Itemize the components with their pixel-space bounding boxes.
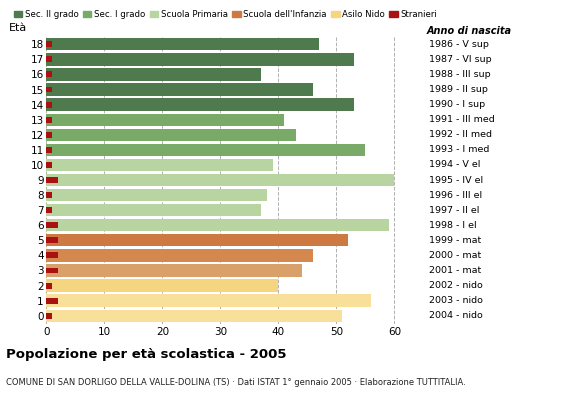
Bar <box>46 234 348 246</box>
Text: 1992 - II med: 1992 - II med <box>429 130 492 139</box>
Text: COMUNE DI SAN DORLIGO DELLA VALLE-DOLINA (TS) · Dati ISTAT 1° gennaio 2005 · Ela: COMUNE DI SAN DORLIGO DELLA VALLE-DOLINA… <box>6 378 466 387</box>
Bar <box>46 38 319 50</box>
Bar <box>46 174 394 186</box>
Text: 1989 - II sup: 1989 - II sup <box>429 85 488 94</box>
Text: 1995 - IV el: 1995 - IV el <box>429 176 484 184</box>
Bar <box>46 192 52 198</box>
Bar <box>46 294 371 307</box>
Bar <box>46 56 52 62</box>
Text: 1987 - VI sup: 1987 - VI sup <box>429 55 492 64</box>
Bar <box>46 222 58 228</box>
Bar <box>46 86 52 92</box>
Bar <box>46 114 284 126</box>
Bar <box>46 252 58 258</box>
Bar <box>46 313 52 319</box>
Bar <box>46 162 52 168</box>
Bar <box>46 264 302 277</box>
Bar <box>46 83 313 96</box>
Bar <box>46 144 365 156</box>
Bar <box>46 219 389 232</box>
Text: 1993 - I med: 1993 - I med <box>429 145 490 154</box>
Text: 1988 - III sup: 1988 - III sup <box>429 70 491 79</box>
Bar <box>46 177 58 183</box>
Text: 1994 - V el: 1994 - V el <box>429 160 481 170</box>
Text: 2004 - nido: 2004 - nido <box>429 311 483 320</box>
Bar <box>46 128 296 141</box>
Bar <box>46 189 267 201</box>
Text: 2002 - nido: 2002 - nido <box>429 281 483 290</box>
Text: 2000 - mat: 2000 - mat <box>429 251 481 260</box>
Text: Popolazione per età scolastica - 2005: Popolazione per età scolastica - 2005 <box>6 348 287 361</box>
Bar <box>46 282 52 288</box>
Bar <box>46 204 261 216</box>
Bar <box>46 207 52 213</box>
Bar <box>46 279 278 292</box>
Bar <box>46 117 52 123</box>
Text: 1998 - I el: 1998 - I el <box>429 221 477 230</box>
Text: Età: Età <box>9 23 27 33</box>
Bar <box>46 147 52 153</box>
Bar <box>46 159 273 171</box>
Legend: Sec. II grado, Sec. I grado, Scuola Primaria, Scuola dell'Infanzia, Asilo Nido, : Sec. II grado, Sec. I grado, Scuola Prim… <box>10 6 441 22</box>
Text: 1990 - I sup: 1990 - I sup <box>429 100 485 109</box>
Bar <box>46 68 261 81</box>
Text: 2003 - nido: 2003 - nido <box>429 296 483 305</box>
Text: 1999 - mat: 1999 - mat <box>429 236 481 245</box>
Text: 1996 - III el: 1996 - III el <box>429 190 483 200</box>
Bar <box>46 132 52 138</box>
Bar <box>46 268 58 274</box>
Text: 1997 - II el: 1997 - II el <box>429 206 480 215</box>
Bar <box>46 310 342 322</box>
Text: Anno di nascita: Anno di nascita <box>426 26 512 36</box>
Bar <box>46 237 58 243</box>
Bar <box>46 298 58 304</box>
Bar <box>46 98 354 111</box>
Bar <box>46 249 313 262</box>
Bar <box>46 41 52 47</box>
Bar <box>46 53 354 66</box>
Bar <box>46 102 52 108</box>
Text: 2001 - mat: 2001 - mat <box>429 266 481 275</box>
Text: 1986 - V sup: 1986 - V sup <box>429 40 490 49</box>
Text: 1991 - III med: 1991 - III med <box>429 115 495 124</box>
Bar <box>46 72 52 78</box>
